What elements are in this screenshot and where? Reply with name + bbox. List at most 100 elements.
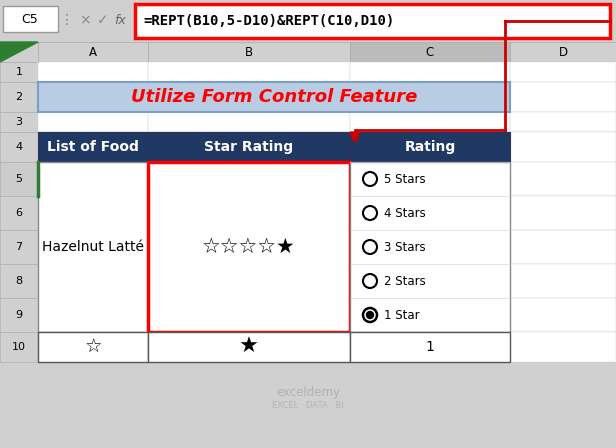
Text: Rating: Rating [404,140,456,154]
FancyBboxPatch shape [0,132,38,162]
FancyBboxPatch shape [38,112,148,132]
FancyBboxPatch shape [148,196,350,230]
Text: 4 Stars: 4 Stars [384,207,426,220]
Text: ☆: ☆ [84,337,102,357]
FancyBboxPatch shape [350,162,510,332]
FancyBboxPatch shape [148,298,350,332]
Text: 7: 7 [15,242,23,252]
Text: C5: C5 [22,13,38,26]
FancyBboxPatch shape [510,162,616,196]
FancyBboxPatch shape [510,264,616,298]
Text: ×: × [79,13,91,27]
Text: 3: 3 [15,117,23,127]
FancyBboxPatch shape [350,298,510,332]
FancyBboxPatch shape [350,264,510,298]
FancyBboxPatch shape [38,264,148,298]
FancyBboxPatch shape [38,230,148,264]
Text: =REPT(B10,5-D10)&REPT(C10,D10): =REPT(B10,5-D10)&REPT(C10,D10) [143,14,394,28]
Text: B: B [245,46,253,59]
FancyBboxPatch shape [350,112,510,132]
Text: A: A [89,46,97,59]
FancyBboxPatch shape [38,82,510,112]
Text: C: C [426,46,434,59]
Text: Star Rating: Star Rating [205,140,294,154]
FancyBboxPatch shape [38,82,148,112]
Polygon shape [0,42,38,62]
FancyBboxPatch shape [510,332,616,362]
Text: 2 Stars: 2 Stars [384,275,426,288]
FancyBboxPatch shape [510,82,616,112]
Text: 1: 1 [426,340,434,354]
Text: EXCEL · DATA · BI: EXCEL · DATA · BI [272,401,344,409]
FancyBboxPatch shape [510,132,616,162]
FancyBboxPatch shape [0,112,38,132]
Text: fx: fx [114,13,126,26]
Text: Hazelnut Latté: Hazelnut Latté [42,240,144,254]
FancyBboxPatch shape [38,132,148,162]
FancyBboxPatch shape [38,132,148,162]
Text: List of Food: List of Food [47,140,139,154]
FancyBboxPatch shape [350,230,510,264]
FancyBboxPatch shape [148,162,350,196]
FancyBboxPatch shape [510,112,616,132]
FancyBboxPatch shape [0,62,38,82]
FancyBboxPatch shape [148,230,350,264]
FancyBboxPatch shape [148,332,350,362]
FancyBboxPatch shape [148,132,350,162]
FancyBboxPatch shape [38,162,148,196]
Text: 5 Stars: 5 Stars [384,172,426,185]
FancyBboxPatch shape [0,332,38,362]
FancyBboxPatch shape [148,264,350,298]
Text: D: D [559,46,567,59]
Text: ⋮: ⋮ [60,13,74,27]
FancyBboxPatch shape [135,4,610,38]
FancyBboxPatch shape [0,196,38,230]
FancyBboxPatch shape [0,230,38,264]
FancyBboxPatch shape [510,42,616,62]
FancyBboxPatch shape [350,132,510,162]
Text: 5: 5 [15,174,23,184]
Text: 1: 1 [15,67,23,77]
FancyBboxPatch shape [38,162,148,332]
FancyBboxPatch shape [350,162,510,196]
Text: 2: 2 [15,92,23,102]
Text: ☆☆☆☆★: ☆☆☆☆★ [202,237,296,257]
Circle shape [367,311,373,319]
FancyBboxPatch shape [0,298,38,332]
Text: 3 Stars: 3 Stars [384,241,426,254]
FancyBboxPatch shape [148,42,350,62]
FancyBboxPatch shape [38,62,148,82]
FancyBboxPatch shape [38,42,148,62]
FancyBboxPatch shape [0,264,38,298]
FancyBboxPatch shape [350,42,510,62]
FancyBboxPatch shape [350,82,510,112]
Text: 1 Star: 1 Star [384,309,419,322]
FancyBboxPatch shape [38,332,148,362]
FancyBboxPatch shape [510,196,616,230]
Text: 8: 8 [15,276,23,286]
FancyBboxPatch shape [38,298,148,332]
FancyBboxPatch shape [350,62,510,82]
Text: 9: 9 [15,310,23,320]
FancyBboxPatch shape [510,230,616,264]
FancyBboxPatch shape [148,112,350,132]
Text: ★: ★ [239,337,259,357]
FancyBboxPatch shape [3,6,58,32]
FancyBboxPatch shape [0,42,38,62]
FancyBboxPatch shape [350,332,510,362]
Text: 6: 6 [15,208,23,218]
FancyBboxPatch shape [510,62,616,82]
FancyBboxPatch shape [148,332,350,362]
FancyBboxPatch shape [510,298,616,332]
FancyBboxPatch shape [0,0,616,42]
FancyBboxPatch shape [350,196,510,230]
Text: 10: 10 [12,342,26,352]
Text: Utilize Form Control Feature: Utilize Form Control Feature [131,88,417,106]
FancyBboxPatch shape [38,332,148,362]
Text: 4: 4 [15,142,23,152]
Text: exceldemy: exceldemy [276,385,340,399]
FancyBboxPatch shape [0,82,38,112]
FancyBboxPatch shape [0,162,38,196]
FancyBboxPatch shape [350,332,510,362]
Text: ✓: ✓ [97,13,109,27]
